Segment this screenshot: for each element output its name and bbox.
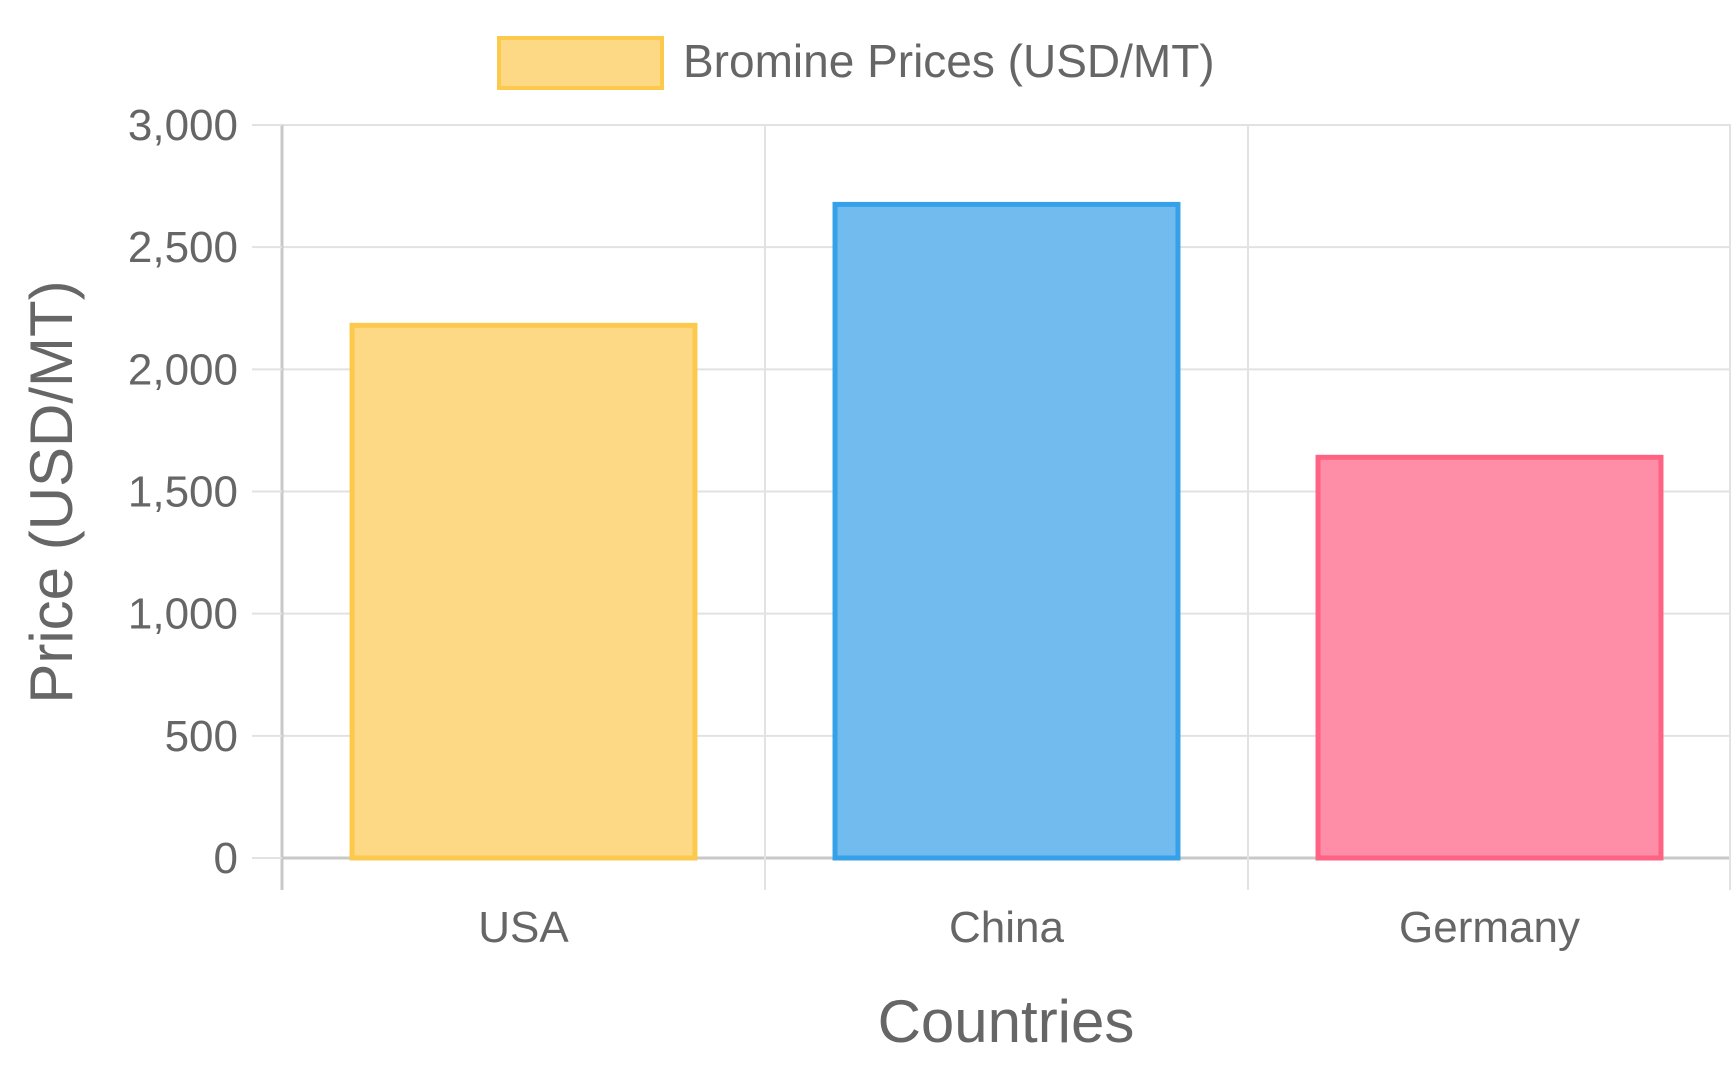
y-tick-label: 2,500	[128, 223, 238, 272]
y-tick-label: 1,500	[128, 468, 238, 517]
bar-germany[interactable]	[1315, 454, 1664, 861]
x-axis-ticks: USA China Germany	[478, 903, 1580, 952]
y-tick-label: 0	[214, 834, 238, 883]
y-axis-ticks: 0 500 1,000 1,500 2,000 2,500 3,000	[128, 101, 282, 883]
bar-usa[interactable]	[349, 322, 698, 861]
bar-china[interactable]	[832, 201, 1181, 861]
x-tick-label: USA	[478, 903, 569, 952]
legend-swatch	[497, 36, 664, 90]
x-tick-label: China	[949, 903, 1064, 952]
y-tick-label: 3,000	[128, 101, 238, 150]
y-tick-label: 500	[165, 712, 238, 761]
y-axis-title: Price (USD/MT)	[18, 280, 85, 703]
y-tick-label: 1,000	[128, 590, 238, 639]
x-tick-label: Germany	[1399, 903, 1580, 952]
legend[interactable]: Bromine Prices (USD/MT)	[497, 35, 1215, 90]
y-tick-label: 2,000	[128, 345, 238, 394]
x-axis-title: Countries	[878, 988, 1135, 1055]
bars	[349, 201, 1664, 861]
legend-label: Bromine Prices (USD/MT)	[683, 35, 1215, 87]
